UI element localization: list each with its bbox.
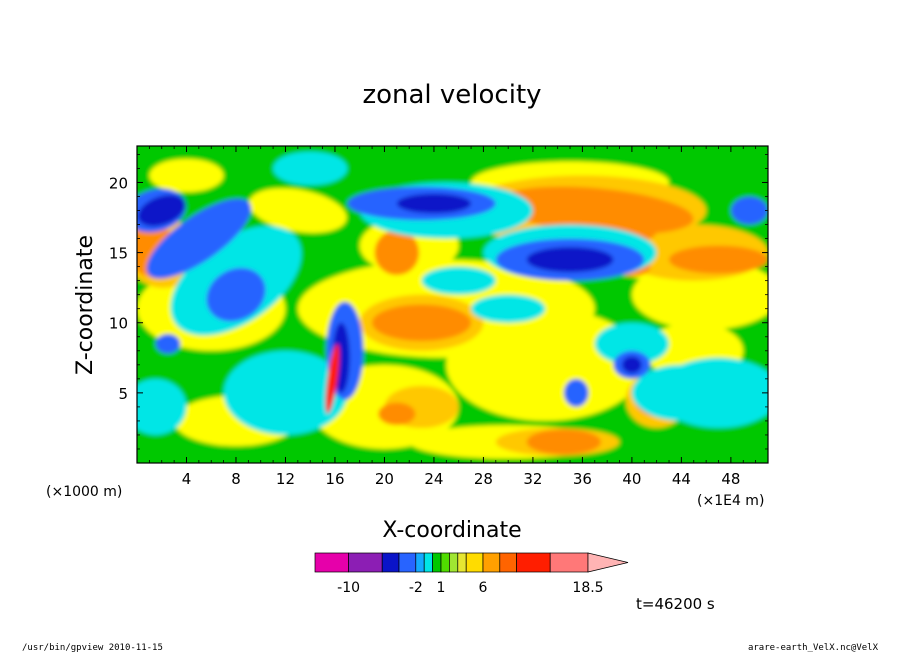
x-tick-label-48: 48 <box>721 470 740 488</box>
plot-frame <box>136 145 769 464</box>
colorbar-extension-arrow <box>587 552 629 573</box>
contour-region-orange-24 <box>669 245 768 274</box>
colorbar-segment-1 <box>348 552 383 573</box>
x-tick-label-32: 32 <box>523 470 542 488</box>
colorbar <box>314 552 629 573</box>
colorbar-segment-13 <box>516 552 551 573</box>
colorbar-label-1: 1 <box>437 580 446 596</box>
contour-region-cyan-40 <box>471 294 546 323</box>
y-tick-label-15: 15 <box>109 245 128 263</box>
x-tick-label-8: 8 <box>231 470 241 488</box>
colorbar-segment-9 <box>457 552 467 573</box>
colorbar-segment-10 <box>465 552 484 573</box>
colorbar-segment-5 <box>423 552 433 573</box>
colorbar-segment-14 <box>549 552 589 573</box>
colorbar-segment-11 <box>482 552 501 573</box>
colorbar-segment-6 <box>432 552 442 573</box>
colorbar-labels: -10 -2 1 6 18.5 <box>337 580 603 596</box>
contour-region-dark-blue-52 <box>526 246 614 273</box>
chart-title: zonal velocity <box>362 80 541 110</box>
colorbar-label-18.5: 18.5 <box>572 580 603 596</box>
colorbar-segment-2 <box>381 552 400 573</box>
contour-region-orange-29 <box>378 402 416 426</box>
contour-region-cyan-35 <box>273 151 348 186</box>
x-tick-label-20: 20 <box>375 470 394 488</box>
footer-left: /usr/bin/gpview 2010-11-15 <box>22 643 163 653</box>
colorbar-label--10: -10 <box>337 580 360 596</box>
contour-region-yellow-8 <box>248 188 347 233</box>
contour-region-blue-50 <box>155 333 181 354</box>
contour-region-dark-blue-55 <box>622 356 642 374</box>
x-tick-label-40: 40 <box>622 470 641 488</box>
colorbar-segment-0 <box>314 552 349 573</box>
contour-region-yellow-1 <box>446 308 645 421</box>
contour-field <box>137 146 768 463</box>
y-tick-label-20: 20 <box>109 174 128 192</box>
contour-region-blue-49 <box>563 378 589 407</box>
x-tick-label-16: 16 <box>325 470 344 488</box>
contour-region-cyan-31 <box>223 350 348 435</box>
colorbar-label--2: -2 <box>409 580 423 596</box>
x-tick-label-44: 44 <box>672 470 691 488</box>
contour-region-orange-26 <box>526 429 601 455</box>
contour-region-dark-blue-51 <box>138 194 186 227</box>
footer-right: arare-earth_VelX.nc@VelX <box>748 643 879 653</box>
time-label: t=46200 s <box>636 595 715 613</box>
y-axis: 5 10 15 20 <box>109 154 768 450</box>
contour-region-blue-42 <box>206 267 266 322</box>
x-tick-label-28: 28 <box>474 470 493 488</box>
x-tick-label-24: 24 <box>424 470 443 488</box>
y-axis-label: Z-coordinate <box>73 235 98 375</box>
colorbar-label-6: 6 <box>479 580 488 596</box>
contour-region-red-56 <box>325 344 340 414</box>
contour-region-orange-22 <box>372 304 472 341</box>
x-tick-label-4: 4 <box>182 470 192 488</box>
x-axis-label: X-coordinate <box>382 518 521 543</box>
colorbar-segment-3 <box>398 552 417 573</box>
x-axis: 4 8 12 16 20 24 28 32 36 40 44 48 <box>148 146 757 488</box>
colorbar-segment-4 <box>415 552 425 573</box>
contour-region-dark-blue-53 <box>396 193 472 214</box>
x-axis-unit-right: (×1E4 m) <box>697 493 764 509</box>
contour-region-cyan-38 <box>594 322 670 365</box>
contour-region-cyan-36 <box>631 364 731 421</box>
y-tick-label-5: 5 <box>118 385 128 403</box>
x-tick-label-36: 36 <box>573 470 592 488</box>
contour-region-blue-48 <box>730 196 768 225</box>
colorbar-segment-7 <box>440 552 450 573</box>
contour-region-yellow-11 <box>149 158 224 193</box>
y-tick-label-10: 10 <box>109 315 128 333</box>
x-tick-label-12: 12 <box>276 470 295 488</box>
contour-region-cyan-37 <box>137 378 187 435</box>
contour-region-orange-23 <box>374 230 420 276</box>
x-axis-unit-left: (×1000 m) <box>46 484 122 500</box>
colorbar-segment-12 <box>499 552 517 573</box>
contour-region-cyan-39 <box>421 266 496 295</box>
contour-region-blue-41 <box>146 198 252 279</box>
colorbar-segment-8 <box>449 552 459 573</box>
